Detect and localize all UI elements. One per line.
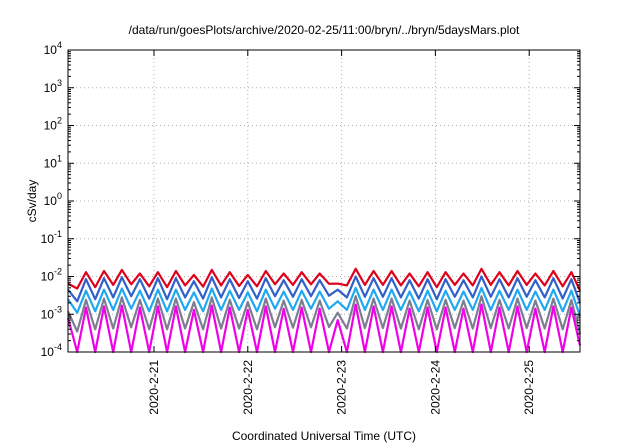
- y-tick-label: 10-3: [41, 304, 62, 321]
- series-line: [66, 303, 582, 354]
- y-tick-label-base: 10: [41, 270, 55, 284]
- y-tick-label-base: 10: [41, 307, 55, 321]
- y-tick-label-exponent: 4: [57, 40, 62, 50]
- y-tick-label: 104: [44, 40, 62, 57]
- series-line: [67, 286, 582, 317]
- y-tick-label-base: 10: [44, 194, 58, 208]
- x-axis-label: Coordinated Universal Time (UTC): [232, 429, 416, 443]
- y-tick-label: 10-4: [41, 342, 62, 359]
- y-tick-label: 10-2: [41, 267, 62, 284]
- x-tick-label: 2020-2-25: [522, 360, 536, 415]
- y-tick-label-base: 10: [41, 345, 55, 359]
- y-tick-label-exponent: 1: [57, 153, 62, 163]
- x-tick-label: 2020-2-22: [241, 360, 255, 415]
- y-tick-label-exponent: 2: [57, 116, 62, 126]
- x-axis: 2020-2-21 2020-2-22 2020-2-23 2020-2-24 2020…: [147, 50, 536, 415]
- y-tick-label-base: 10: [44, 43, 58, 57]
- series-line: [66, 295, 582, 335]
- y-tick-label: 10-1: [41, 229, 62, 246]
- y-tick-label-exponent: 3: [57, 78, 62, 88]
- y-tick-label: 103: [44, 78, 62, 95]
- y-tick-label: 102: [44, 116, 62, 133]
- series-line: [67, 275, 582, 304]
- y-tick-label-exponent: -1: [54, 229, 62, 239]
- y-axis-label: cSv/day: [25, 180, 39, 223]
- y-tick-label: 101: [44, 153, 62, 170]
- series-line: [67, 267, 581, 292]
- y-tick-label-base: 10: [44, 156, 58, 170]
- y-tick-label-exponent: 0: [57, 191, 62, 201]
- series-lines: [66, 267, 582, 354]
- x-tick-label: 2020-2-23: [335, 360, 349, 415]
- y-tick-label-base: 10: [44, 81, 58, 95]
- y-tick-label-base: 10: [44, 119, 58, 133]
- y-tick-label-exponent: -3: [54, 304, 62, 314]
- chart-title: /data/run/goesPlots/archive/2020-02-25/1…: [129, 23, 520, 37]
- y-tick-label-exponent: -2: [54, 267, 62, 277]
- x-tick-label: 2020-2-21: [147, 360, 161, 415]
- y-tick-label-base: 10: [41, 232, 55, 246]
- y-tick-label-exponent: -4: [54, 342, 62, 352]
- y-tick-label: 100: [44, 191, 62, 208]
- x-tick-label: 2020-2-24: [428, 360, 442, 415]
